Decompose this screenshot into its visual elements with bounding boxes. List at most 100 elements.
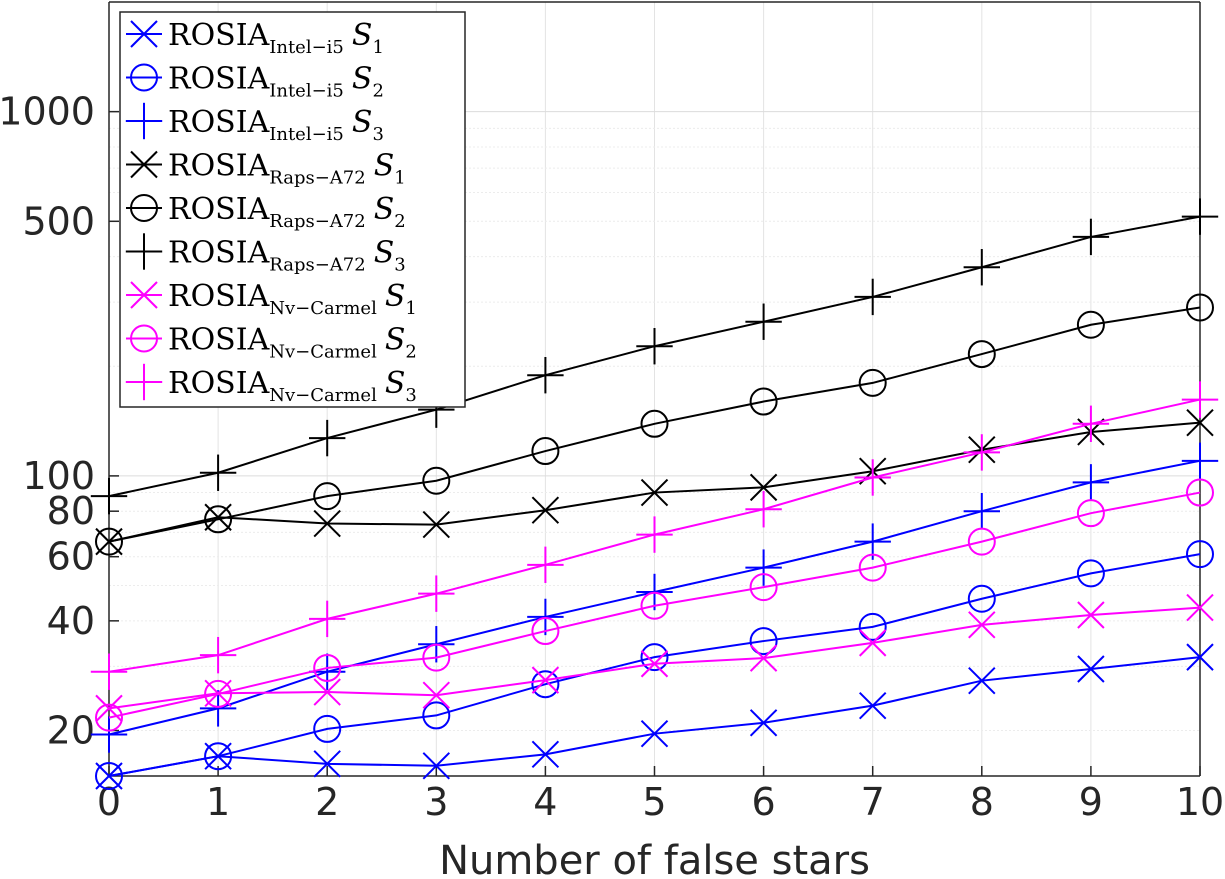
legend-entry: ROSIAIntel−i5 S2 (126, 62, 384, 102)
marker-stroke (968, 611, 996, 639)
data-point (1181, 198, 1219, 235)
x-tick-label: 2 (315, 780, 339, 824)
data-point (527, 356, 564, 394)
data-point (95, 703, 123, 732)
data-point (1076, 559, 1105, 588)
data-point (309, 419, 346, 457)
legend-set: S (385, 323, 406, 358)
legend-label: ROSIAIntel−i5 S2 (168, 62, 384, 102)
data-point (749, 387, 778, 416)
data-point (95, 527, 123, 556)
y-tick-label: 40 (47, 599, 95, 643)
data-point (527, 598, 564, 636)
data-point (963, 492, 1000, 530)
data-point (967, 584, 996, 613)
data-point (636, 328, 673, 365)
data-point (95, 694, 123, 723)
data-point (422, 510, 451, 539)
data-point (745, 491, 782, 528)
data-point (422, 643, 451, 672)
marker-stroke (422, 510, 451, 539)
data-point (204, 742, 233, 771)
marker-stroke (640, 478, 669, 507)
x-tick-label: 8 (970, 780, 994, 824)
data-point (749, 473, 778, 502)
x-tick-label: 7 (861, 780, 885, 824)
y-tick-label: 100 (22, 454, 95, 498)
legend-set: S (352, 105, 373, 140)
legend-box (119, 11, 466, 408)
legend-name: ROSIA (168, 366, 270, 401)
data-point (422, 466, 451, 495)
legend-name: ROSIA (168, 192, 270, 227)
data-point (531, 617, 560, 646)
data-point (309, 600, 346, 638)
legend-name: ROSIA (168, 149, 270, 184)
data-point (963, 249, 1000, 286)
legend-set-index: 3 (394, 255, 405, 276)
data-point (313, 509, 341, 538)
data-point (199, 636, 237, 674)
data-point (1181, 381, 1219, 418)
series-5 (95, 293, 1214, 556)
data-point (749, 627, 778, 656)
legend-name: ROSIA (168, 323, 270, 358)
legend-subscript: Raps−A72 (269, 168, 365, 189)
legend-subscript: Raps−A72 (269, 211, 365, 232)
data-point (1186, 293, 1214, 322)
marker-stroke (130, 20, 158, 48)
data-point (531, 496, 560, 524)
data-point (531, 437, 560, 466)
data-point (963, 434, 1000, 471)
data-point (422, 752, 451, 780)
legend-label: ROSIARaps−A72 S2 (168, 192, 406, 232)
data-point (1186, 408, 1214, 437)
legend-set: S (374, 192, 395, 227)
data-point (313, 678, 341, 706)
data-point (745, 303, 782, 340)
y-tick-label: 60 (47, 535, 95, 579)
data-point (858, 629, 887, 657)
legend-set-index: 1 (394, 168, 405, 189)
data-point (749, 644, 778, 672)
data-point (854, 459, 891, 496)
legend-marker (130, 324, 158, 353)
marker-stroke (531, 496, 560, 524)
legend-entry: ROSIAIntel−i5 S3 (125, 102, 384, 145)
data-point (967, 527, 996, 556)
legend-name: ROSIA (168, 236, 270, 271)
legend-set-index: 3 (405, 385, 416, 406)
data-point (640, 591, 669, 620)
data-point (204, 679, 233, 708)
data-point (1186, 478, 1214, 507)
legend-set-index: 1 (405, 298, 416, 319)
marker-stroke (130, 150, 158, 179)
data-point (95, 762, 123, 790)
data-point (527, 546, 564, 584)
marker-stroke (749, 644, 778, 672)
legend-label: ROSIANv−Carmel S1 (168, 279, 417, 319)
data-point (418, 575, 455, 612)
data-point (1072, 218, 1110, 256)
legend-label: ROSIAIntel−i5 S3 (168, 105, 384, 145)
data-point (199, 454, 237, 491)
legend-marker (130, 20, 158, 48)
data-point (858, 612, 887, 641)
legend-subscript: Raps−A72 (269, 255, 365, 276)
legend-subscript: Nv−Carmel (269, 385, 377, 406)
series-6 (90, 198, 1219, 515)
legend-subscript: Nv−Carmel (269, 298, 377, 319)
legend-subscript: Nv−Carmel (269, 342, 377, 363)
data-point (1186, 540, 1214, 569)
legend-marker (130, 150, 158, 179)
legend-label: ROSIAIntel−i5 S1 (168, 18, 384, 58)
data-point (1076, 310, 1105, 339)
legend-label: ROSIARaps−A72 S1 (168, 149, 406, 189)
legend-marker (130, 63, 158, 92)
data-point (1186, 593, 1214, 622)
legend-entry: ROSIAIntel−i5 S1 (126, 18, 384, 58)
legend-subscript: Intel−i5 (269, 81, 344, 102)
data-point (531, 666, 560, 694)
data-point (1072, 464, 1110, 501)
